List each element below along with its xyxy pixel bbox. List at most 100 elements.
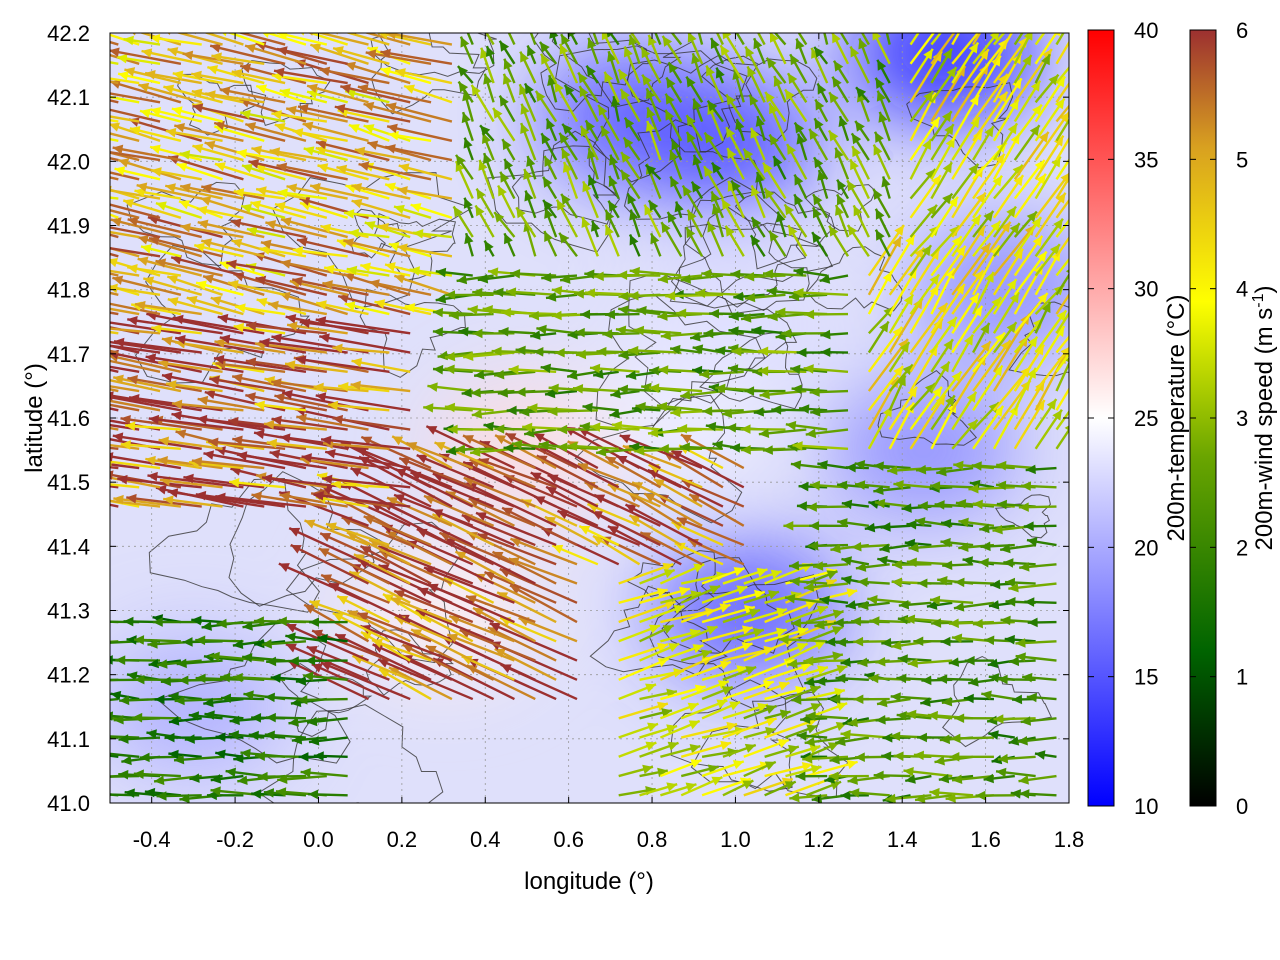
wind-arrow [323, 264, 369, 277]
wind-arrow [110, 463, 140, 470]
wind-arrow [321, 474, 411, 489]
wind-arrow [278, 562, 369, 604]
wind-arrow [110, 246, 140, 258]
wind-arrow [874, 229, 891, 257]
wind-arrow [506, 405, 536, 416]
wind-arrow [880, 522, 911, 532]
wind-arrow [680, 274, 724, 284]
wind-arrow [813, 117, 829, 142]
terrain-contour-line [555, 45, 748, 183]
wind-arrow [305, 655, 348, 666]
wind-arrow [764, 685, 807, 701]
wind-arrow [964, 655, 994, 666]
wind-arrow [463, 351, 515, 362]
wind-arrow [118, 734, 161, 744]
wind-arrow [937, 674, 974, 684]
wind-arrow [163, 84, 223, 104]
wind-arrow [297, 103, 369, 123]
wind-arrow [110, 754, 119, 758]
wind-arrow [276, 162, 348, 181]
wind-arrow [123, 35, 161, 46]
wind-arrow [501, 138, 516, 161]
wind-arrow [659, 644, 704, 662]
wind-arrow [110, 330, 119, 335]
wind-arrow [888, 293, 915, 334]
wind-arrow [695, 288, 744, 298]
wind-arrow [951, 242, 992, 296]
wind-arrow [929, 595, 974, 606]
wind-arrow [168, 749, 202, 760]
wind-arrow [545, 118, 558, 142]
wind-arrow [397, 186, 453, 200]
wind-arrow [797, 33, 808, 46]
wind-arrow [457, 65, 474, 84]
wind-arrow [186, 295, 244, 316]
terrain-contour-line [228, 471, 388, 607]
wind-arrow [600, 125, 620, 161]
wind-arrow [618, 683, 657, 701]
wind-arrow [740, 312, 786, 323]
wind-arrow [722, 717, 778, 739]
wind-arrow [332, 343, 390, 354]
wind-arrow [951, 33, 980, 65]
wind-arrow [680, 740, 732, 758]
wind-arrow [1003, 558, 1036, 568]
x-tick-label: 0.2 [387, 827, 418, 852]
wind-arrow [543, 230, 558, 257]
wind-arrow [566, 370, 599, 380]
wind-arrow [785, 764, 822, 778]
colorbar-tick-label: 20 [1134, 535, 1158, 560]
wind-arrow [110, 446, 119, 450]
wind-arrow [174, 122, 244, 142]
wind-arrow [640, 46, 662, 84]
wind-arrow [147, 471, 244, 489]
wind-arrow [930, 110, 953, 142]
wind-arrow [493, 369, 536, 380]
wind-arrow [503, 232, 516, 257]
wind-arrow [790, 460, 828, 470]
wind-arrow [888, 247, 926, 296]
wind-arrow [313, 751, 348, 761]
wind-arrow [410, 628, 474, 662]
wind-arrow [828, 225, 850, 257]
wind-arrow [867, 365, 904, 412]
wind-arrow [110, 359, 161, 373]
wind-arrow [798, 481, 828, 492]
wind-arrow [762, 445, 807, 455]
wind-arrow [744, 386, 786, 396]
wind-arrow [628, 345, 682, 356]
wind-arrow [722, 743, 757, 758]
wind-arrow [1008, 582, 1057, 593]
wind-arrow [308, 736, 348, 746]
wind-arrow [1020, 481, 1057, 491]
wind-arrow [811, 231, 829, 257]
colorbar-tick-label: 2 [1236, 535, 1248, 560]
wind-arrow [1013, 399, 1046, 450]
wind-arrow [219, 86, 286, 104]
wind-arrow [357, 612, 432, 643]
x-axis-label: longitude (°) [524, 868, 654, 895]
wind-arrow [872, 33, 891, 65]
wind-arrow [195, 673, 244, 684]
wind-arrow [110, 171, 140, 181]
wind-arrow [459, 36, 474, 65]
x-tick-label: -0.4 [133, 827, 171, 852]
wind-arrow [664, 93, 683, 123]
wind-arrow [1013, 335, 1039, 373]
wind-arrow [909, 33, 920, 46]
wind-arrow [240, 109, 286, 123]
wind-arrow [386, 123, 453, 142]
wind-arrow [255, 275, 328, 296]
wind-arrow [164, 183, 223, 200]
wind-arrow [743, 607, 788, 624]
wind-arrow [325, 522, 390, 547]
wind-arrow [245, 357, 327, 373]
wind-arrow [484, 570, 557, 604]
x-tick-label: 1.8 [1054, 827, 1085, 852]
wind-colorbar-label-close: ) [1251, 286, 1278, 294]
wind-arrow [930, 33, 943, 46]
wind-arrow [706, 221, 725, 257]
wind-arrow [578, 85, 599, 123]
wind-arrow [280, 259, 348, 277]
wind-arrow [744, 271, 786, 282]
